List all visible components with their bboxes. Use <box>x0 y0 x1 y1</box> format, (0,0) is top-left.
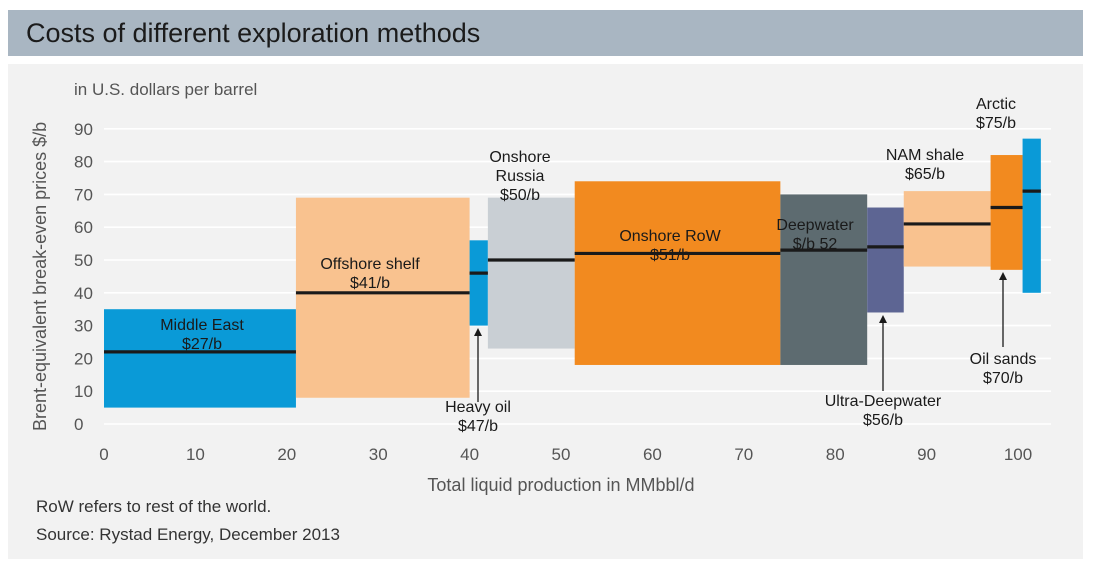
data-label-arctic: $75/b <box>976 115 1016 132</box>
data-label-nam-shale: $65/b <box>905 166 945 183</box>
x-tick-label: 20 <box>277 445 296 464</box>
x-tick-label: 80 <box>826 445 845 464</box>
x-tick-label: 50 <box>552 445 571 464</box>
x-tick-label: 70 <box>734 445 753 464</box>
bar-ultra-deepwater <box>867 207 904 313</box>
data-label-onshore-row: Onshore RoW <box>619 228 721 245</box>
x-axis-label: Total liquid production in MMbbl/d <box>427 475 694 495</box>
data-label-middle-east: Middle East <box>160 317 244 334</box>
x-tick-label: 100 <box>1004 445 1032 464</box>
x-tick-label: 0 <box>99 445 108 464</box>
callout-arrow-heavy-oil <box>474 328 482 336</box>
data-label-middle-east: $27/b <box>182 336 222 353</box>
unit-label: in U.S. dollars per barrel <box>74 80 257 99</box>
data-label-oil-sands: $70/b <box>983 370 1023 387</box>
x-tick-label: 60 <box>643 445 662 464</box>
y-tick-label: 20 <box>74 349 93 368</box>
data-label-ultra-deepwater: Ultra-Deepwater <box>825 393 942 410</box>
data-label-deepwater: Deepwater <box>776 217 854 234</box>
bar-arctic <box>1022 138 1041 293</box>
bar-nam-shale <box>903 191 991 267</box>
bar-onshore-russia <box>487 197 575 349</box>
bar-deepwater <box>780 194 868 365</box>
x-tick-label: 10 <box>186 445 205 464</box>
y-tick-label: 70 <box>74 185 93 204</box>
y-tick-label: 80 <box>74 153 93 172</box>
callout-arrow-ultra-deepwater <box>879 315 887 323</box>
data-label-onshore-row: $51/b <box>650 247 690 264</box>
y-tick-label: 0 <box>74 415 83 434</box>
data-label-offshore-shelf: Offshore shelf <box>320 256 420 273</box>
bar-heavy-oil <box>469 240 488 326</box>
y-tick-label: 90 <box>74 120 93 139</box>
data-label-onshore-russia: Russia <box>496 168 545 185</box>
data-label-heavy-oil: Heavy oil <box>445 399 511 416</box>
data-label-ultra-deepwater: $56/b <box>863 412 903 429</box>
title-bar: Costs of different exploration methods <box>8 10 1083 56</box>
y-tick-label: 10 <box>74 382 93 401</box>
data-label-oil-sands: Oil sands <box>970 351 1037 368</box>
data-label-onshore-russia: $50/b <box>500 187 540 204</box>
data-label-arctic: Arctic <box>976 96 1016 113</box>
data-label-deepwater: $/b 52 <box>793 236 838 253</box>
data-label-nam-shale: NAM shale <box>886 147 964 164</box>
y-tick-label: 60 <box>74 218 93 237</box>
x-tick-label: 40 <box>460 445 479 464</box>
bar-oil-sands <box>990 155 1023 270</box>
x-tick-label: 90 <box>917 445 936 464</box>
cost-curve-chart: 0 10 20 30 40 50 60 70 80 90 0 10 20 30 40 50 60 70 80 90 10… <box>30 80 1051 495</box>
chart-panel: 0 10 20 30 40 50 60 70 80 90 0 10 20 30 40 50 60 70 80 90 10… <box>8 64 1083 559</box>
callout-arrow-oil-sands <box>999 272 1007 280</box>
data-label-offshore-shelf: $41/b <box>350 275 390 292</box>
bar-onshore-row <box>574 181 781 365</box>
data-label-onshore-russia: Onshore <box>489 149 550 166</box>
y-axis-label: Brent-equivalent break-even prices $/b <box>30 122 50 431</box>
bar-offshore-shelf <box>295 197 470 398</box>
source-note: Source: Rystad Energy, December 2013 <box>36 525 340 544</box>
data-label-heavy-oil: $47/b <box>458 418 498 435</box>
chart-title: Costs of different exploration methods <box>26 18 481 48</box>
x-tick-label: 30 <box>369 445 388 464</box>
y-tick-label: 30 <box>74 317 93 336</box>
bar-middle-east <box>104 309 296 408</box>
y-tick-label: 50 <box>74 251 93 270</box>
y-tick-label: 40 <box>74 284 93 303</box>
footnote-row: RoW refers to rest of the world. <box>36 497 272 516</box>
